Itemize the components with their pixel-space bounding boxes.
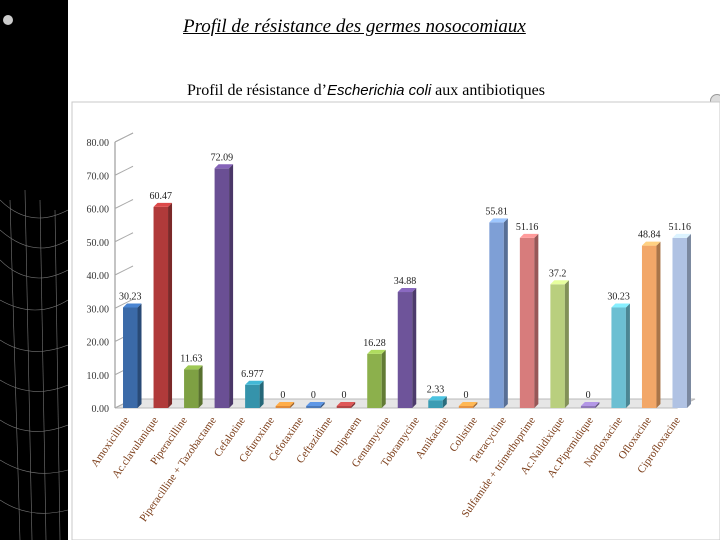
bar-top <box>153 202 173 207</box>
bar-side <box>473 402 478 408</box>
data-label: 48.84 <box>638 230 661 241</box>
bar-top <box>672 233 691 238</box>
y-tick-label: 10.00 <box>87 371 110 382</box>
bar-top <box>611 303 630 308</box>
bar-side <box>534 233 539 408</box>
bar-top <box>123 303 142 308</box>
bar <box>611 307 626 408</box>
bar <box>397 292 413 408</box>
bar <box>550 284 565 408</box>
data-label: 0 <box>464 390 469 401</box>
data-label: 30.23 <box>119 291 142 302</box>
bar-top <box>184 365 203 370</box>
bar <box>245 384 260 408</box>
bar-side <box>290 402 295 408</box>
data-label: 11.63 <box>180 353 202 364</box>
bar-top <box>489 218 508 223</box>
bar-side <box>320 402 325 408</box>
bar-side <box>259 380 264 408</box>
y-tick-mark <box>114 132 134 143</box>
bar-side <box>656 241 661 408</box>
data-label: 16.28 <box>363 338 386 349</box>
bar-top <box>306 402 325 406</box>
bar-side <box>381 349 386 408</box>
bar-top <box>641 241 661 246</box>
bar <box>428 400 443 408</box>
data-label: 34.88 <box>394 276 417 287</box>
data-label: 72.09 <box>211 152 234 163</box>
bar-top <box>397 288 417 293</box>
bar-side <box>229 164 234 408</box>
data-label: 2.33 <box>427 384 445 395</box>
y-tick-mark <box>114 298 134 309</box>
bar <box>214 168 230 408</box>
data-label: 30.23 <box>607 291 630 302</box>
y-tick-label: 80.00 <box>87 138 110 149</box>
bar-top <box>367 349 386 354</box>
bar-side <box>595 402 600 408</box>
bar <box>367 353 382 408</box>
bar <box>336 406 352 408</box>
y-tick-label: 0.00 <box>92 404 110 415</box>
y-tick-label: 50.00 <box>87 238 110 249</box>
y-tick-mark <box>114 165 134 176</box>
subtitle-organism: Escherichia coli <box>326 82 432 99</box>
y-tick-label: 60.00 <box>87 205 110 216</box>
bar-top <box>336 402 356 406</box>
bar-top <box>550 280 569 285</box>
y-tick-label: 30.00 <box>87 304 110 315</box>
bar <box>275 406 291 408</box>
data-label: 37.2 <box>549 268 567 279</box>
chart-subtitle: Profil de résistance d’Escherichia coli … <box>187 82 545 100</box>
bar-side <box>686 233 691 408</box>
data-label: 51.16 <box>516 222 539 233</box>
bar-side <box>412 288 417 408</box>
data-label: 0 <box>586 390 591 401</box>
decorative-side-panel <box>0 0 68 540</box>
y-tick-label: 40.00 <box>87 271 110 282</box>
bar-side <box>564 280 569 408</box>
bar <box>672 237 687 408</box>
data-label: 51.16 <box>668 222 691 233</box>
data-label: 0 <box>341 390 346 401</box>
data-label: 0 <box>311 390 316 401</box>
bar-side <box>198 365 203 408</box>
y-tick-label: 20.00 <box>87 338 110 349</box>
bar-top <box>428 396 447 401</box>
y-tick-label: 70.00 <box>87 171 110 182</box>
bar-side <box>442 396 447 408</box>
page-title: Profil de résistance des germes nosocomi… <box>183 16 526 37</box>
wireframe-decoration <box>0 15 68 540</box>
bar-top <box>245 380 264 385</box>
data-label: 60.47 <box>150 191 173 202</box>
bar <box>123 307 138 408</box>
bar <box>458 406 474 408</box>
y-tick-mark <box>114 199 134 209</box>
bar-top <box>458 402 478 406</box>
bar-side <box>351 402 356 408</box>
bar-side <box>625 303 630 408</box>
bar <box>641 245 657 408</box>
y-tick-mark <box>114 232 134 243</box>
bar-top <box>214 164 234 169</box>
bar-side <box>503 218 508 408</box>
bar <box>306 406 321 408</box>
bar <box>153 206 169 408</box>
bar-side <box>137 303 142 408</box>
y-tick-mark <box>114 265 134 276</box>
subtitle-prefix: Profil de résistance d’ <box>187 82 327 99</box>
bar-top <box>519 233 539 238</box>
bar-top <box>580 402 600 406</box>
subtitle-suffix: aux antibiotiques <box>431 82 545 99</box>
bar <box>519 237 535 408</box>
data-label: 6.977 <box>241 369 264 380</box>
bar <box>489 222 504 408</box>
bar-top <box>275 402 295 406</box>
bar <box>580 406 596 408</box>
data-label: 0 <box>280 390 285 401</box>
data-label: 55.81 <box>485 206 508 217</box>
bar-side <box>168 202 173 408</box>
bar <box>184 369 199 408</box>
